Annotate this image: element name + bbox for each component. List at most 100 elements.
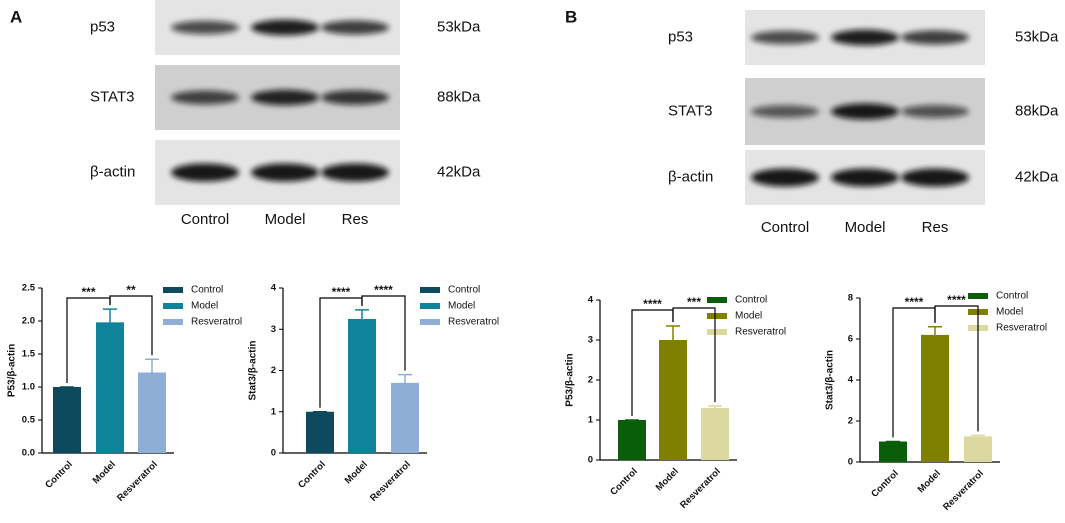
legend-swatch <box>707 329 727 335</box>
lane-label: Model <box>845 219 886 236</box>
significance-label: ** <box>126 283 136 297</box>
significance-label: **** <box>905 295 924 309</box>
kda-label: 88kDa <box>1015 102 1059 119</box>
y-tick-label: 1.0 <box>22 382 35 393</box>
bar <box>96 322 124 453</box>
legend-swatch <box>420 319 440 325</box>
legend-swatch <box>707 297 727 303</box>
x-tick-label: Model <box>91 459 118 486</box>
y-tick-label: 2 <box>271 365 276 376</box>
blot-band <box>751 168 819 187</box>
y-tick-label: 3 <box>588 335 593 346</box>
legend-label: Control <box>191 285 223 296</box>
legend-label: Resveratrol <box>735 327 786 338</box>
blot-band <box>751 105 819 118</box>
x-tick-label: Control <box>869 468 901 500</box>
bar <box>391 382 419 453</box>
kda-label: 42kDa <box>1015 168 1059 185</box>
lane-label: Control <box>181 211 229 228</box>
protein-label: STAT3 <box>668 102 712 119</box>
blot-band <box>901 168 969 187</box>
significance-bracket <box>934 305 979 432</box>
x-tick-label: Control <box>608 466 640 498</box>
significance-label: **** <box>947 293 966 307</box>
legend-swatch <box>163 303 183 309</box>
bar <box>138 372 166 453</box>
blot-band <box>171 163 239 182</box>
panel-label: A <box>10 7 22 26</box>
lane-label: Res <box>922 219 949 236</box>
legend-label: Control <box>996 291 1028 302</box>
blot-band <box>251 19 319 36</box>
significance-bracket <box>672 307 716 402</box>
y-tick-label: 3 <box>271 324 276 335</box>
x-tick-label: Model <box>916 468 943 495</box>
bar <box>618 420 646 460</box>
error-bar <box>145 358 159 373</box>
error-bar <box>708 405 722 408</box>
y-tick-label: 1.5 <box>22 349 36 360</box>
y-tick-label: 1 <box>588 415 594 426</box>
y-tick-label: 2 <box>588 375 593 386</box>
lane-label: Model <box>265 211 306 228</box>
y-axis-label: P53/β-actin <box>7 344 18 397</box>
x-tick-label: Model <box>654 466 681 493</box>
error-bar <box>355 309 369 319</box>
lane-label: Res <box>342 211 369 228</box>
legend-swatch <box>420 287 440 293</box>
y-axis-label: Stat3/β-actin <box>825 350 836 410</box>
y-tick-label: 0 <box>271 448 276 459</box>
significance-label: *** <box>81 285 95 299</box>
y-tick-label: 0.5 <box>22 415 36 426</box>
x-tick-label: Resveratrol <box>941 468 986 513</box>
kda-label: 53kDa <box>437 18 481 35</box>
legend-label: Model <box>735 311 762 322</box>
protein-label: β-actin <box>668 168 713 185</box>
y-axis-label: Stat3/β-actin <box>248 340 259 400</box>
blot-band <box>321 90 389 105</box>
legend-swatch <box>163 319 183 325</box>
legend-swatch <box>163 287 183 293</box>
x-tick-label: Model <box>343 459 370 486</box>
blot-band <box>831 29 899 46</box>
error-bar <box>666 325 680 340</box>
significance-label: **** <box>374 283 393 297</box>
significance-label: **** <box>332 285 351 299</box>
bar <box>921 334 949 462</box>
legend-label: Resveratrol <box>191 317 242 328</box>
legend-label: Model <box>448 301 475 312</box>
x-tick-label: Resveratrol <box>115 459 160 504</box>
bar <box>964 436 992 462</box>
legend-label: Resveratrol <box>448 317 499 328</box>
blot-band <box>831 168 899 187</box>
y-tick-label: 1 <box>271 406 277 417</box>
error-bar <box>103 308 117 323</box>
legend-swatch <box>707 313 727 319</box>
bar <box>879 441 907 462</box>
bar <box>306 411 334 453</box>
legend-label: Control <box>448 285 480 296</box>
x-tick-label: Resveratrol <box>678 466 723 511</box>
error-bar <box>971 434 985 437</box>
y-tick-label: 4 <box>271 283 277 294</box>
kda-label: 53kDa <box>1015 28 1059 45</box>
blot-band <box>251 89 319 106</box>
bar <box>701 408 729 460</box>
error-bar <box>928 325 942 335</box>
bar <box>348 318 376 453</box>
significance-bracket <box>109 295 153 356</box>
y-tick-label: 0.0 <box>22 448 35 459</box>
significance-label: *** <box>687 295 701 309</box>
significance-bracket <box>361 295 406 371</box>
blot-band <box>751 30 819 45</box>
y-tick-label: 4 <box>848 375 854 386</box>
protein-label: p53 <box>90 18 115 35</box>
bar <box>659 340 687 460</box>
blot-band <box>171 20 239 35</box>
y-tick-label: 2 <box>848 416 853 427</box>
blot-band <box>251 163 319 182</box>
y-tick-label: 0 <box>848 457 853 468</box>
y-tick-label: 8 <box>848 293 853 304</box>
kda-label: 88kDa <box>437 88 481 105</box>
